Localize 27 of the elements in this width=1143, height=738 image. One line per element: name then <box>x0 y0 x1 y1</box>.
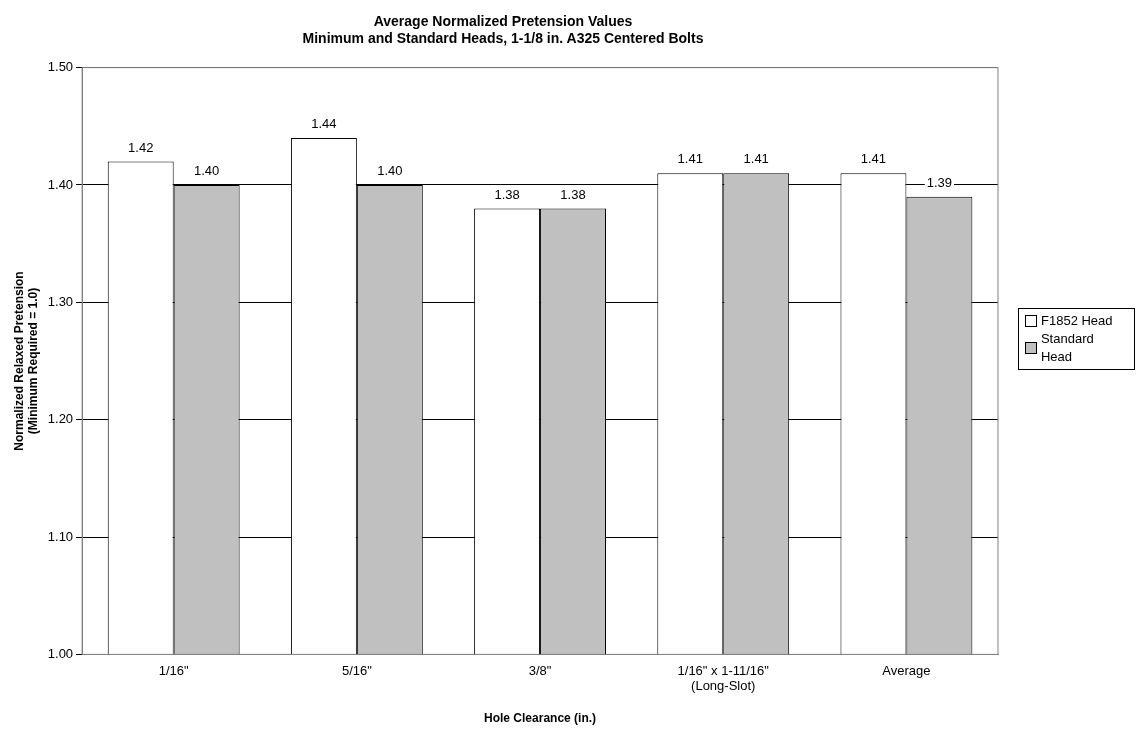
y-tick-label: 1.30 <box>47 293 74 309</box>
x-tick-label: 1/16" x 1-11/16" (Long-Slot) <box>677 662 770 694</box>
data-label: 1.41 <box>743 151 769 167</box>
x-tick-label: Average <box>882 662 931 678</box>
x-tick-label: 5/16" <box>341 662 373 678</box>
chart-subtitle: Minimum and Standard Heads, 1-1/8 in. A325 Centered Bolts <box>302 30 704 47</box>
data-label: 1.40 <box>377 163 403 179</box>
data-label: 1.38 <box>494 186 520 202</box>
y-axis-title: Normalized Relaxed Pretension (Minimum Required = 1.0) <box>11 271 40 451</box>
data-label: 1.39 <box>926 174 953 190</box>
data-label: 1.40 <box>194 163 220 179</box>
x-tick-label: 3/8" <box>528 662 552 678</box>
data-label: 1.44 <box>311 116 337 132</box>
x-tick-label: 1/16" <box>158 662 190 678</box>
data-label: 1.41 <box>860 151 887 167</box>
y-tick-label: 1.00 <box>47 645 74 661</box>
legend-label: Standard Head <box>1040 330 1095 366</box>
y-tick-label: 1.50 <box>47 59 74 75</box>
y-tick-label: 1.10 <box>47 528 74 544</box>
chart-title: Average Normalized Pretension Values <box>373 13 633 30</box>
x-axis-title: Hole Clearance (in.) <box>484 711 597 726</box>
data-label: 1.42 <box>128 139 154 155</box>
data-label: 1.41 <box>677 151 703 167</box>
data-label: 1.38 <box>560 186 586 202</box>
y-tick-label: 1.40 <box>47 176 74 192</box>
text: F1852 Head <box>1041 312 1113 330</box>
y-tick-label: 1.20 <box>47 411 74 427</box>
